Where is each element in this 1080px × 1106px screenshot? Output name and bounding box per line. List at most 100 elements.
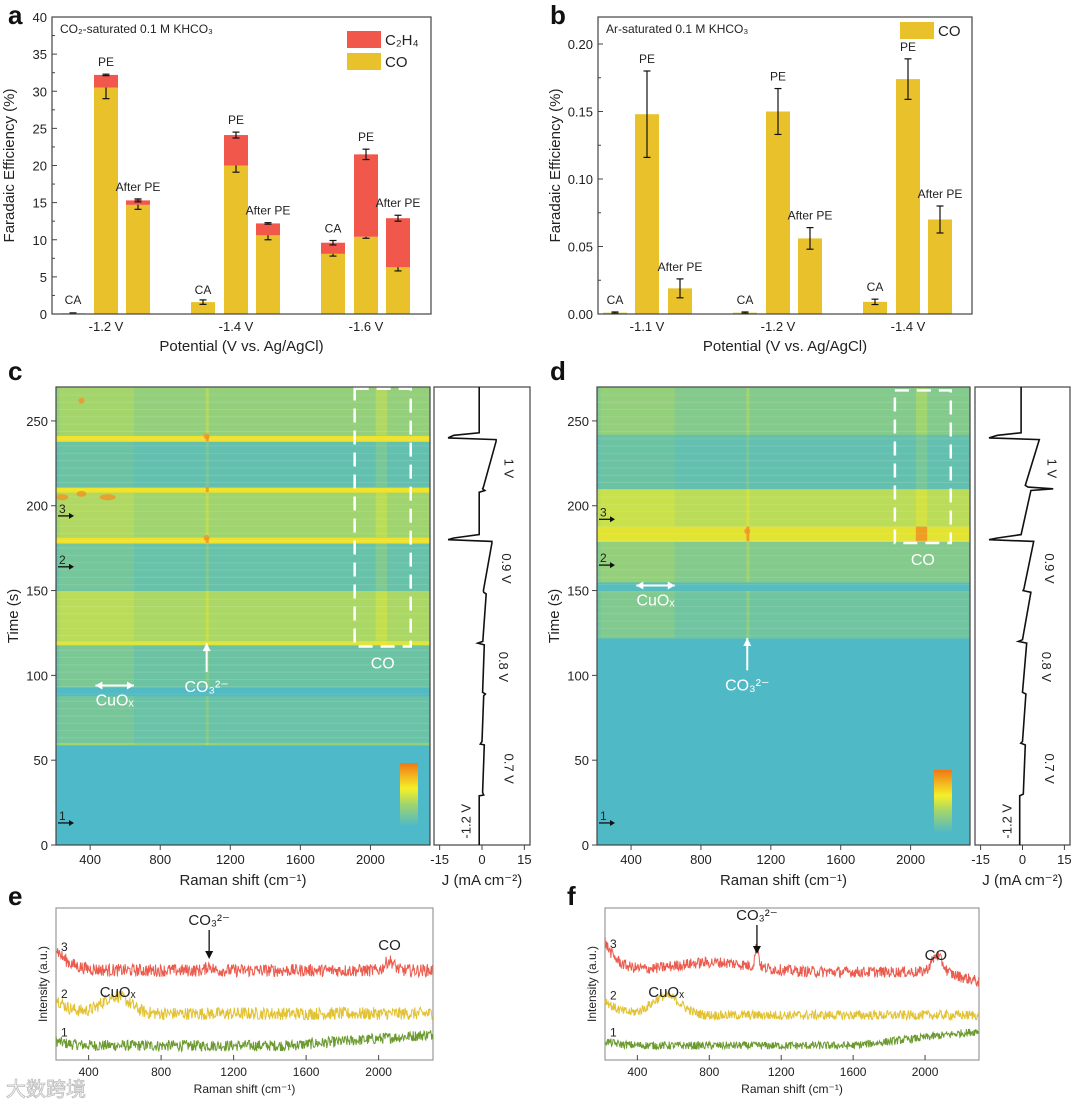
y-tick-label: 15 [33, 196, 47, 211]
potential-step-label: 0.8 V [496, 652, 511, 683]
cuox-region [600, 434, 675, 489]
panel-letter-b: b [550, 0, 566, 30]
bar-CH-12-1 [94, 74, 118, 88]
co-label: CO [925, 947, 948, 964]
co3-line [746, 541, 750, 583]
bar-label: PE [358, 130, 374, 144]
y-axis-title: Faradaic Efficiency (%) [1, 89, 18, 243]
legend-swatch [900, 22, 934, 39]
cuox-region [600, 590, 675, 639]
bar-label: PE [900, 40, 916, 54]
co3-line [205, 640, 209, 645]
panel-letter-d: d [550, 356, 566, 386]
x-tick-label: 800 [690, 852, 712, 867]
cuox-region [59, 644, 134, 688]
legend-label: CO [938, 23, 961, 40]
potential-step-label: 1 V [502, 459, 517, 479]
co-label: CO [911, 552, 935, 569]
arrow-head [202, 643, 211, 652]
y-tick-label: 150 [26, 584, 48, 599]
potential-step-label: 0.9 V [1042, 553, 1057, 584]
time-marker-label: 1 [59, 809, 66, 823]
y-tick-label: 10 [33, 233, 47, 248]
bar-label: PE [639, 52, 655, 66]
cuox-label: CuOₓ [96, 693, 135, 710]
bar-label: CA [195, 283, 212, 297]
y-tick-label: 50 [34, 753, 48, 768]
arrow-head [69, 512, 74, 519]
j-x-tick-label: 15 [517, 852, 531, 867]
spectrum-1 [55, 1029, 434, 1053]
bar-CO-12-2 [798, 238, 822, 314]
j-x-tick-label: 15 [1057, 852, 1071, 867]
arrow-head [743, 638, 752, 647]
co3-label: CO₃²⁻ [185, 679, 229, 696]
co-dashed-box [893, 389, 953, 545]
current-trace [988, 387, 1054, 845]
y-tick-label: 25 [33, 121, 47, 136]
bar-CH-16-2 [386, 218, 410, 268]
bar-CO-14-2 [256, 235, 280, 314]
spectrum-number-label: 2 [61, 987, 68, 1001]
heatmap-band [56, 640, 430, 646]
plot-frame [604, 907, 980, 1061]
x-tick-label: -1.2 V [89, 319, 124, 334]
heatmap-band [56, 434, 430, 442]
y-tick-label: 0.20 [568, 37, 593, 52]
condition-label: Ar-saturated 0.1 M KHCO₃ [606, 22, 748, 36]
potential-step-label: -1.2 V [459, 804, 474, 839]
co3-line [205, 742, 209, 745]
y-axis-title: Time (s) [546, 589, 563, 643]
y-tick-label: 100 [26, 668, 48, 683]
y-tick-label: 200 [567, 499, 589, 514]
bar-label: After PE [116, 180, 161, 194]
arrow-head [752, 946, 761, 954]
bar-CO-14-0 [863, 301, 887, 314]
y-axis-title: Intensity (a.u.) [585, 946, 599, 1022]
y-tick-label: 100 [567, 668, 589, 683]
x-axis-title: Raman shift (cm⁻¹) [194, 1082, 296, 1096]
bar-CO-16-2 [386, 267, 410, 314]
j-axis-title: J (mA cm⁻²) [442, 872, 522, 889]
bar-label: PE [770, 70, 786, 84]
y-tick-label: 40 [33, 10, 47, 25]
legend-label: CO [385, 54, 408, 71]
co3-line [746, 434, 750, 489]
bar-label: After PE [246, 204, 291, 218]
x-axis-title: Potential (V vs. Ag/AgCl) [159, 338, 323, 355]
bar-CO-16-0 [321, 253, 345, 314]
x-tick-label: -1.1 V [630, 319, 665, 334]
arrow-head [610, 819, 615, 826]
bar-CO-12-1 [766, 111, 790, 314]
co-column [915, 488, 928, 527]
y-tick-label: 5 [40, 270, 47, 285]
spectrum-1 [604, 1028, 980, 1051]
hot-spot [744, 528, 751, 535]
panel-b-bar-chart: 0.00 0.05 0.10 0.15 0.20 -1.1 V CA PE After PE -1… [547, 16, 973, 355]
panel-f-raman-spectra: 1 2 3 400 800 1200 1600 2000 Raman shift (cm⁻¹) I… [585, 907, 980, 1096]
co-label: CO [378, 937, 401, 954]
x-tick-label: 1600 [826, 852, 855, 867]
colorbar [400, 763, 418, 827]
colorbar [934, 770, 952, 834]
x-tick-label: 1600 [840, 1065, 867, 1079]
cuox-region [59, 742, 134, 745]
bar-label: CA [65, 293, 82, 307]
j-x-tick-label: 0 [1019, 852, 1026, 867]
y-tick-label: 0 [582, 838, 589, 853]
bar-CH-16-1 [354, 154, 378, 237]
co3-line [746, 387, 750, 435]
y-tick-label: 50 [575, 753, 589, 768]
bar-label: After PE [788, 209, 833, 223]
y-tick-label: 0.00 [568, 307, 593, 322]
arrow-head [69, 563, 74, 570]
y-tick-label: 0 [40, 307, 47, 322]
bar-label: After PE [376, 196, 421, 210]
legend-label: C₂H₄ [385, 32, 419, 49]
arrow-head [610, 562, 615, 569]
x-axis-title: Raman shift (cm⁻¹) [720, 872, 847, 889]
legend-swatch [347, 31, 381, 48]
x-tick-label: 1600 [293, 1065, 320, 1079]
condition-label: CO₂-saturated 0.1 M KHCO₃ [60, 22, 213, 36]
